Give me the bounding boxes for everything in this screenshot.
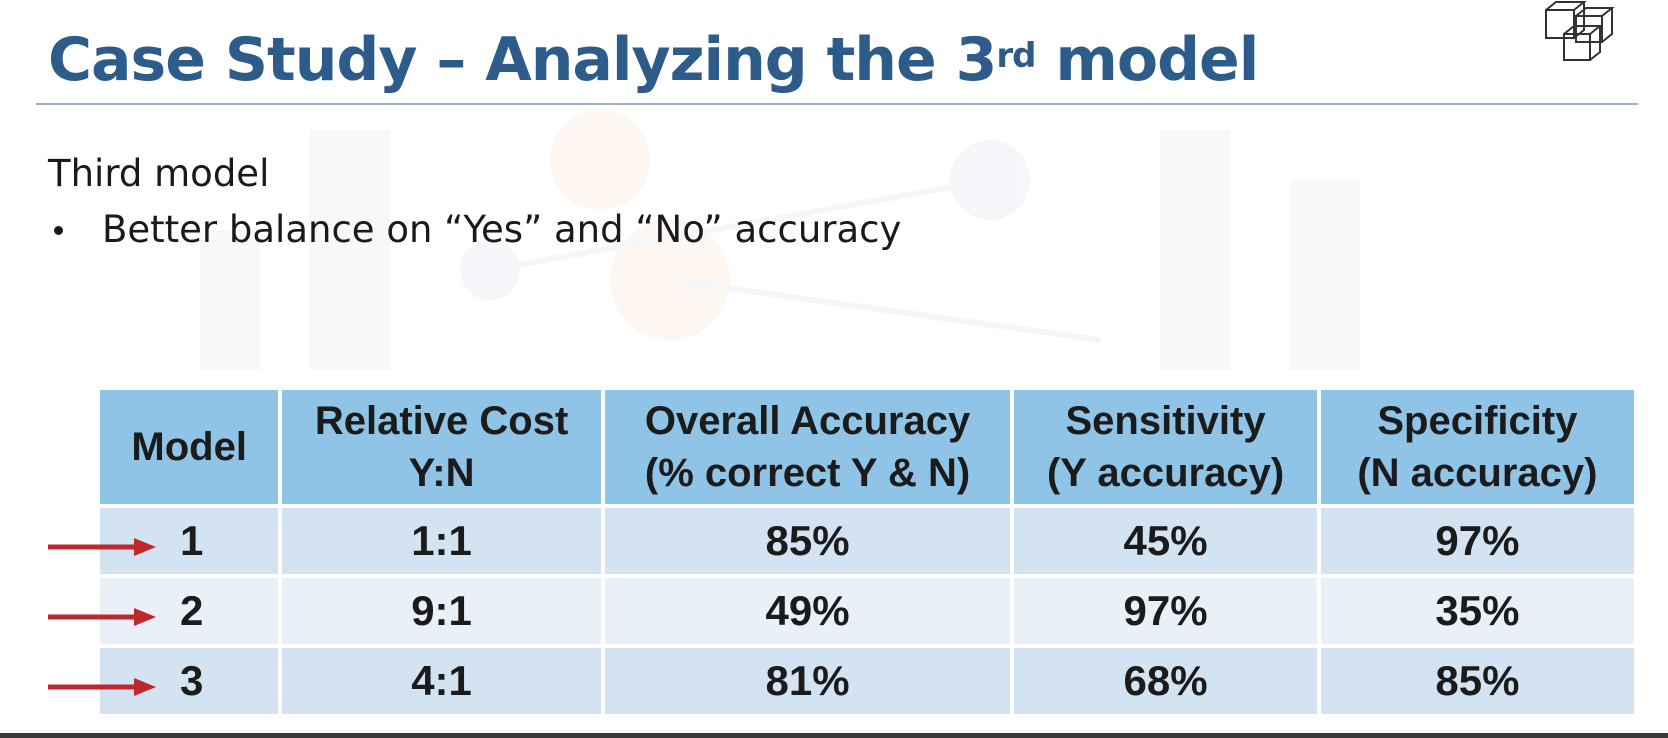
table-row: 3 4:1 81% 68% 85% — [100, 648, 1634, 714]
cell-sensitivity: 45% — [1014, 508, 1317, 574]
title-divider — [36, 103, 1638, 105]
bullet-dot-icon — [54, 226, 63, 235]
cell-cost: 4:1 — [282, 648, 601, 714]
header-overall-accuracy: Overall Accuracy (% correct Y & N) — [604, 390, 1011, 504]
table-header-row: Model Relative Cost Y:N Overall Accuracy(… — [100, 390, 1634, 504]
cell-sensitivity: 68% — [1014, 648, 1317, 714]
title-main: Case Study – Analyzing the 3 — [48, 25, 997, 95]
bullet-text: Better balance on “Yes” and “No” accurac… — [102, 208, 902, 251]
arrow-right-icon — [48, 608, 156, 626]
cell-sensitivity: 97% — [1014, 578, 1317, 644]
table-row: 1 1:1 85% 45% 97% — [100, 508, 1634, 574]
cell-model: 3 — [100, 648, 279, 714]
cell-overall: 49% — [604, 578, 1011, 644]
arrow-right-icon — [48, 678, 156, 696]
table-row: 2 9:1 49% 97% 35% — [100, 578, 1634, 644]
cell-model: 1 — [100, 508, 279, 574]
cubes-icon — [1545, 0, 1615, 61]
cell-specificity: 35% — [1320, 578, 1634, 644]
header-specificity: Specificity (N accuracy) — [1320, 390, 1634, 504]
header-relative-cost: Relative Cost Y:N — [282, 390, 601, 504]
cell-specificity: 97% — [1320, 508, 1634, 574]
bottom-border — [0, 733, 1668, 738]
cell-overall: 81% — [604, 648, 1011, 714]
title-end: model — [1035, 25, 1259, 95]
cell-specificity: 85% — [1320, 648, 1634, 714]
title-superscript: rd — [996, 36, 1036, 76]
watermark-graphic — [200, 110, 1360, 370]
cell-overall: 85% — [604, 508, 1011, 574]
arrow-right-icon — [48, 538, 156, 556]
cell-cost: 9:1 — [282, 578, 601, 644]
header-model: Model — [100, 390, 279, 504]
header-sensitivity: Sensitivity (Y accuracy) — [1014, 390, 1317, 504]
model-comparison-table: Model Relative Cost Y:N Overall Accuracy(… — [96, 386, 1638, 718]
page-title: Case Study – Analyzing the 3rd model — [48, 22, 1259, 98]
section-heading: Third model — [48, 152, 270, 195]
cell-model: 2 — [100, 578, 279, 644]
cell-cost: 1:1 — [282, 508, 601, 574]
